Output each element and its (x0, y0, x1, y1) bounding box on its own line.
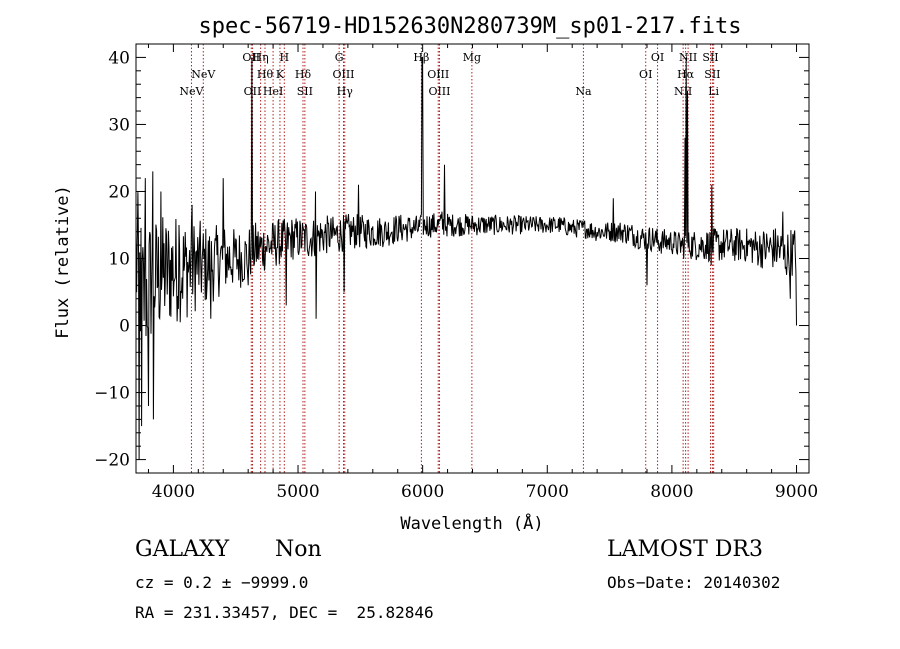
object-subclass: Non (275, 537, 322, 562)
line-label: NII (674, 85, 692, 98)
survey-label: LAMOST DR3 (607, 537, 763, 562)
x-tick-label: 7000 (526, 482, 569, 502)
line-label: OI (639, 68, 652, 81)
redshift-readout: cz = 0.2 ± −9999.0 (135, 573, 309, 592)
object-class: GALAXY (135, 537, 230, 562)
line-label: Li (708, 85, 719, 98)
x-tick-label: 8000 (650, 482, 693, 502)
x-axis: 4000 5000 6000 7000 8000 9000 (147, 44, 818, 502)
line-label: Mg (463, 51, 481, 64)
y-tick-label: −20 (94, 451, 130, 471)
line-label: OIII (332, 68, 354, 81)
y-tick-label: −10 (94, 384, 130, 404)
line-label: Hη (253, 51, 269, 64)
y-tick-label: 10 (108, 250, 130, 270)
line-label: Hδ (295, 68, 312, 81)
x-tick-label: 4000 (152, 482, 195, 502)
line-label: SII (297, 85, 313, 98)
line-label: SII (704, 68, 720, 81)
y-axis: −20 −10 0 10 20 30 40 (94, 48, 809, 471)
line-label: OIII (427, 68, 449, 81)
line-label: Hθ (257, 68, 274, 81)
y-tick-label: 30 (108, 115, 130, 135)
y-tick-label: 20 (108, 182, 130, 202)
coordinates: RA = 231.33457, DEC = 25.82846 (135, 603, 434, 622)
line-label: OII (244, 85, 262, 98)
line-labels: NeVNeVOIIOIIHηHθHeIKHHδSIIGOIIIHγHβOIIIO… (179, 51, 720, 98)
line-label: Hβ (413, 51, 429, 64)
spectrum-series (135, 56, 797, 460)
line-label: NII (679, 51, 697, 64)
line-label: OII (242, 51, 260, 64)
line-label: OI (651, 51, 664, 64)
line-label: NeV (191, 68, 216, 81)
line-label: OIII (428, 85, 450, 98)
line-label: Na (575, 85, 592, 98)
line-label: NeV (179, 85, 204, 98)
x-tick-label: 6000 (401, 482, 444, 502)
line-label: G (335, 51, 344, 64)
line-label: K (276, 68, 285, 81)
y-tick-label: 0 (119, 317, 130, 337)
x-axis-label: Wavelength (Å) (400, 512, 543, 534)
y-tick-label: 40 (108, 48, 130, 68)
x-tick-label: 9000 (775, 482, 818, 502)
y-axis-label: Flux (relative) (53, 185, 73, 339)
line-markers (190, 44, 715, 473)
x-tick-label: 5000 (276, 482, 319, 502)
line-label: HeI (263, 85, 283, 98)
chart-title: spec-56719-HD152630N280739M_sp01-217.fit… (198, 14, 741, 39)
line-label: Hγ (337, 85, 354, 98)
line-label: SII (702, 51, 718, 64)
obs-date: Obs−Date: 20140302 (607, 573, 781, 592)
line-label: H (280, 51, 290, 64)
